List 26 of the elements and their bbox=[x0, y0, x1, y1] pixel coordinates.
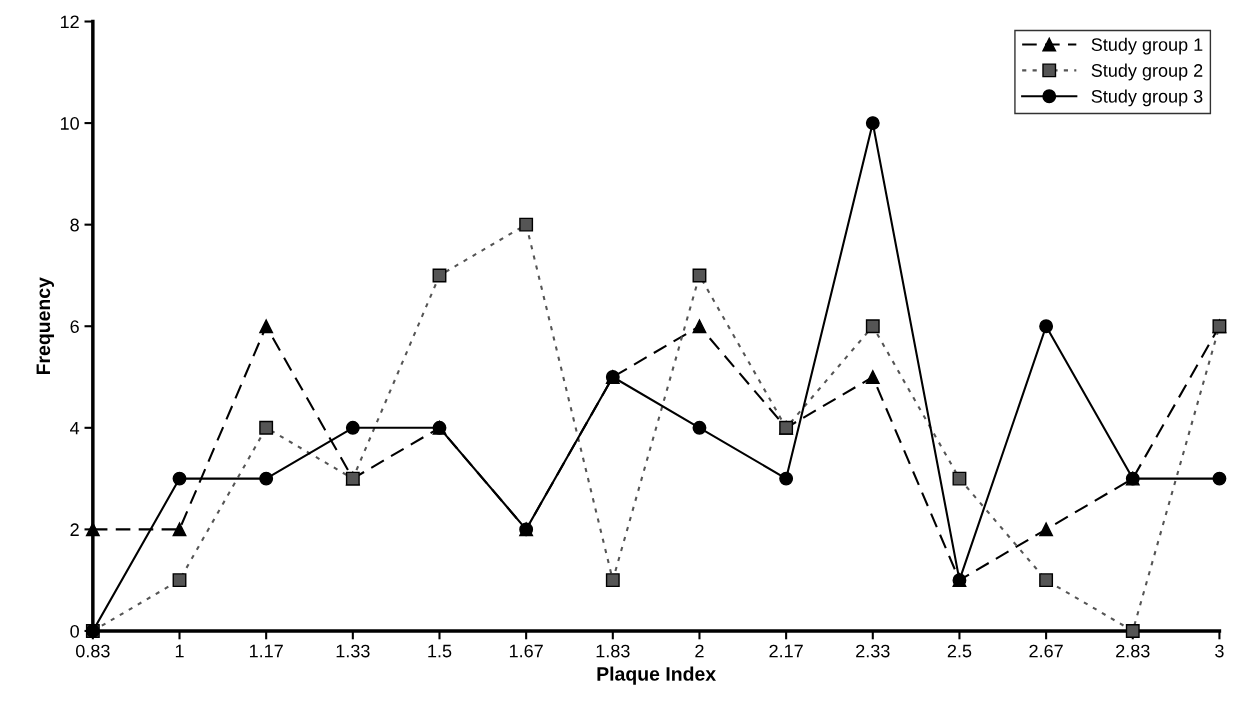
legend-label: Study group 2 bbox=[1091, 63, 1203, 81]
x-tick-label: 0.83 bbox=[75, 644, 110, 658]
x-tick-label: 1.5 bbox=[428, 644, 452, 658]
x-tick-label: 2.5 bbox=[947, 644, 972, 658]
x-tick-label: 2.33 bbox=[856, 644, 890, 658]
y-tick-label: 2 bbox=[70, 523, 79, 536]
x-tick-label: 1.67 bbox=[509, 644, 543, 658]
x-tick-label: 3 bbox=[1215, 644, 1224, 658]
y-tick-label: 4 bbox=[70, 421, 80, 435]
y-tick-label: 12 bbox=[60, 15, 79, 29]
x-tick-label: 2 bbox=[695, 644, 704, 658]
x-tick-label: 2.17 bbox=[769, 644, 803, 658]
y-tick-label: 10 bbox=[60, 117, 79, 130]
y-tick-label: 8 bbox=[70, 218, 79, 232]
x-tick-label: 2.83 bbox=[1116, 644, 1150, 658]
legend-label: Study group 3 bbox=[1091, 89, 1203, 107]
y-tick-label: 6 bbox=[70, 320, 79, 333]
y-axis-title: Frequency bbox=[36, 277, 55, 375]
y-tick-label: 0 bbox=[70, 624, 79, 638]
x-tick-label: 1.17 bbox=[249, 644, 283, 658]
x-tick-label: 1 bbox=[175, 644, 184, 658]
x-tick-label: 1.83 bbox=[596, 644, 630, 658]
x-tick-label: 1.33 bbox=[336, 644, 370, 658]
x-axis-title: Plaque Index bbox=[597, 666, 716, 685]
legend-label: Study group 1 bbox=[1091, 37, 1203, 55]
x-tick-label: 2.67 bbox=[1029, 644, 1063, 658]
